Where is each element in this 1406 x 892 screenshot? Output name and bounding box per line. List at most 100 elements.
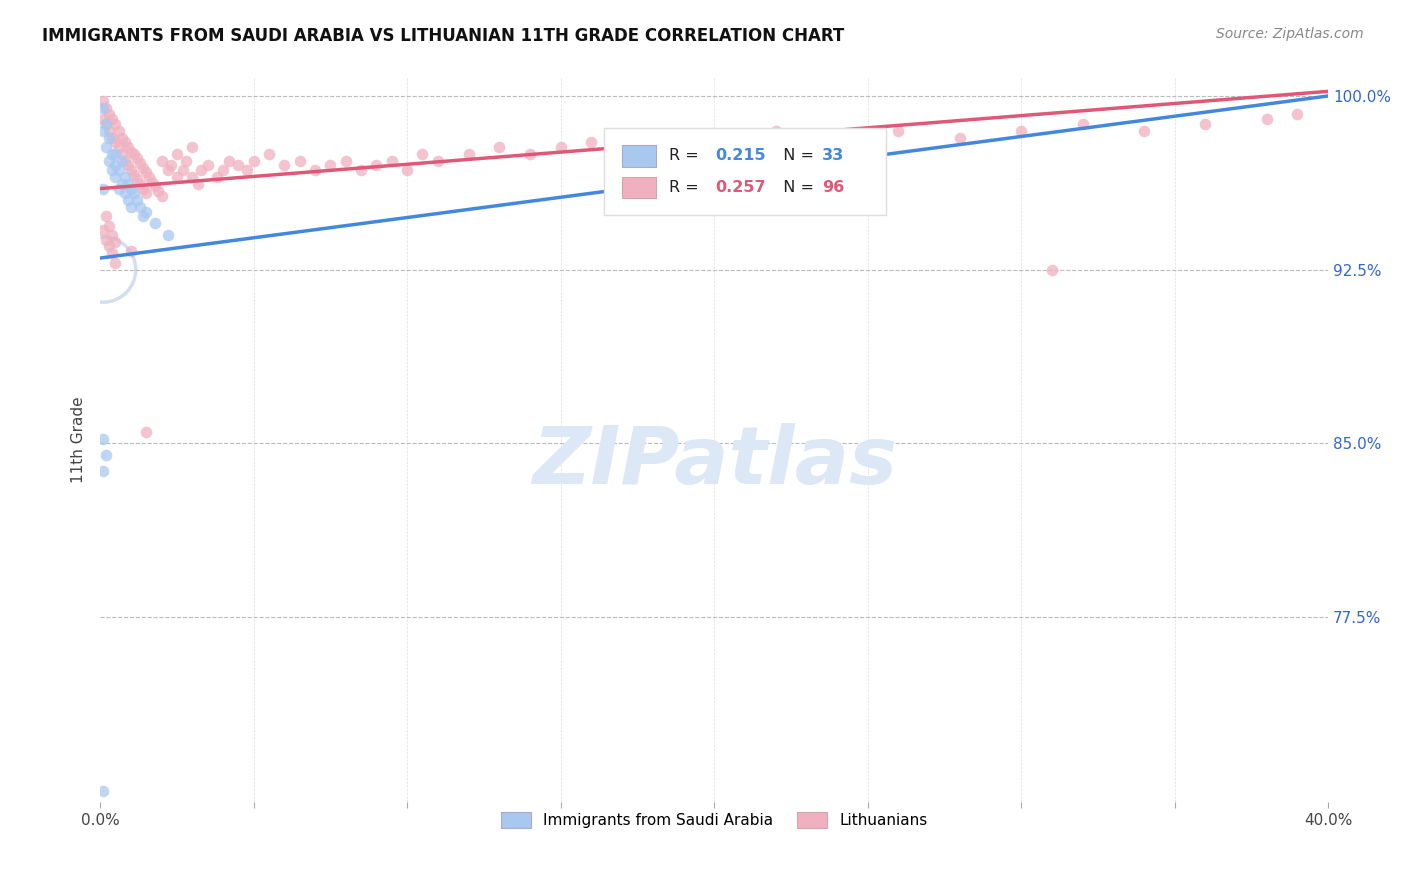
Point: [111, 153, 134, 168]
Point: [129, 177, 152, 191]
Point: [174, 153, 197, 168]
Y-axis label: 11th Grade: 11th Grade: [72, 397, 86, 483]
Point: [104, 158, 127, 172]
Point: [381, 153, 404, 168]
Point: [190, 163, 212, 178]
Text: N =: N =: [773, 180, 820, 195]
Point: [197, 158, 219, 172]
Legend: Immigrants from Saudi Arabia, Lithuanians: Immigrants from Saudi Arabia, Lithuanian…: [495, 806, 934, 835]
Point: [887, 124, 910, 138]
Point: [242, 153, 264, 168]
Point: [672, 136, 695, 150]
Point: [150, 188, 173, 202]
Point: [111, 130, 134, 145]
Point: [117, 158, 139, 172]
Point: [1133, 124, 1156, 138]
Point: [335, 153, 357, 168]
Point: [104, 117, 127, 131]
Point: [156, 163, 179, 178]
Point: [703, 130, 725, 145]
Point: [117, 177, 139, 191]
Point: [101, 246, 124, 260]
Point: [581, 136, 603, 150]
Point: [104, 256, 127, 270]
Point: [104, 169, 127, 184]
Point: [145, 216, 167, 230]
Point: [98, 107, 121, 121]
Point: [135, 165, 157, 179]
Point: [120, 181, 142, 195]
Point: [107, 163, 129, 178]
Point: [104, 146, 127, 161]
Text: R =: R =: [669, 148, 703, 163]
Point: [114, 169, 136, 184]
Point: [111, 177, 134, 191]
Point: [98, 219, 121, 233]
Point: [101, 163, 124, 178]
Point: [104, 136, 127, 150]
Point: [396, 163, 419, 178]
Point: [96, 233, 118, 247]
Point: [129, 156, 152, 170]
Point: [96, 101, 118, 115]
Point: [125, 193, 148, 207]
Text: 0.215: 0.215: [716, 148, 766, 163]
Text: IMMIGRANTS FROM SAUDI ARABIA VS LITHUANIAN 11TH GRADE CORRELATION CHART: IMMIGRANTS FROM SAUDI ARABIA VS LITHUANI…: [42, 27, 845, 45]
Point: [91, 223, 114, 237]
Point: [120, 200, 142, 214]
Point: [457, 146, 479, 161]
Point: [181, 140, 204, 154]
Point: [101, 227, 124, 242]
Point: [98, 130, 121, 145]
Point: [135, 425, 157, 439]
Text: 0.257: 0.257: [716, 180, 766, 195]
Point: [426, 153, 449, 168]
Point: [257, 146, 280, 161]
Point: [156, 227, 179, 242]
Point: [141, 175, 163, 189]
Point: [166, 169, 188, 184]
Point: [98, 153, 121, 168]
Point: [1010, 124, 1032, 138]
Point: [187, 177, 209, 191]
Text: Source: ZipAtlas.com: Source: ZipAtlas.com: [1216, 27, 1364, 41]
Point: [488, 140, 510, 154]
Point: [135, 186, 157, 201]
Point: [148, 184, 170, 198]
Point: [132, 210, 155, 224]
Point: [120, 244, 142, 259]
Point: [218, 153, 240, 168]
Point: [765, 124, 787, 138]
Point: [98, 124, 121, 138]
Point: [107, 124, 129, 138]
Point: [825, 130, 848, 145]
Point: [111, 146, 134, 161]
Point: [550, 140, 572, 154]
Point: [122, 168, 145, 182]
Point: [411, 146, 433, 161]
Point: [96, 210, 118, 224]
Point: [132, 161, 155, 175]
Point: [150, 153, 173, 168]
Point: [304, 163, 326, 178]
Point: [91, 181, 114, 195]
Point: [98, 239, 121, 253]
Point: [114, 136, 136, 150]
Point: [91, 262, 114, 277]
Point: [101, 146, 124, 161]
Text: ZIPatlas: ZIPatlas: [531, 423, 897, 500]
Point: [132, 181, 155, 195]
Point: [166, 146, 188, 161]
Point: [114, 153, 136, 168]
Point: [1286, 107, 1309, 121]
Text: 33: 33: [823, 148, 845, 163]
Point: [114, 186, 136, 201]
Point: [117, 193, 139, 207]
Point: [96, 117, 118, 131]
FancyBboxPatch shape: [603, 128, 886, 215]
Point: [288, 153, 311, 168]
Point: [91, 783, 114, 797]
Point: [91, 101, 114, 115]
Point: [1071, 117, 1094, 131]
Point: [949, 130, 972, 145]
